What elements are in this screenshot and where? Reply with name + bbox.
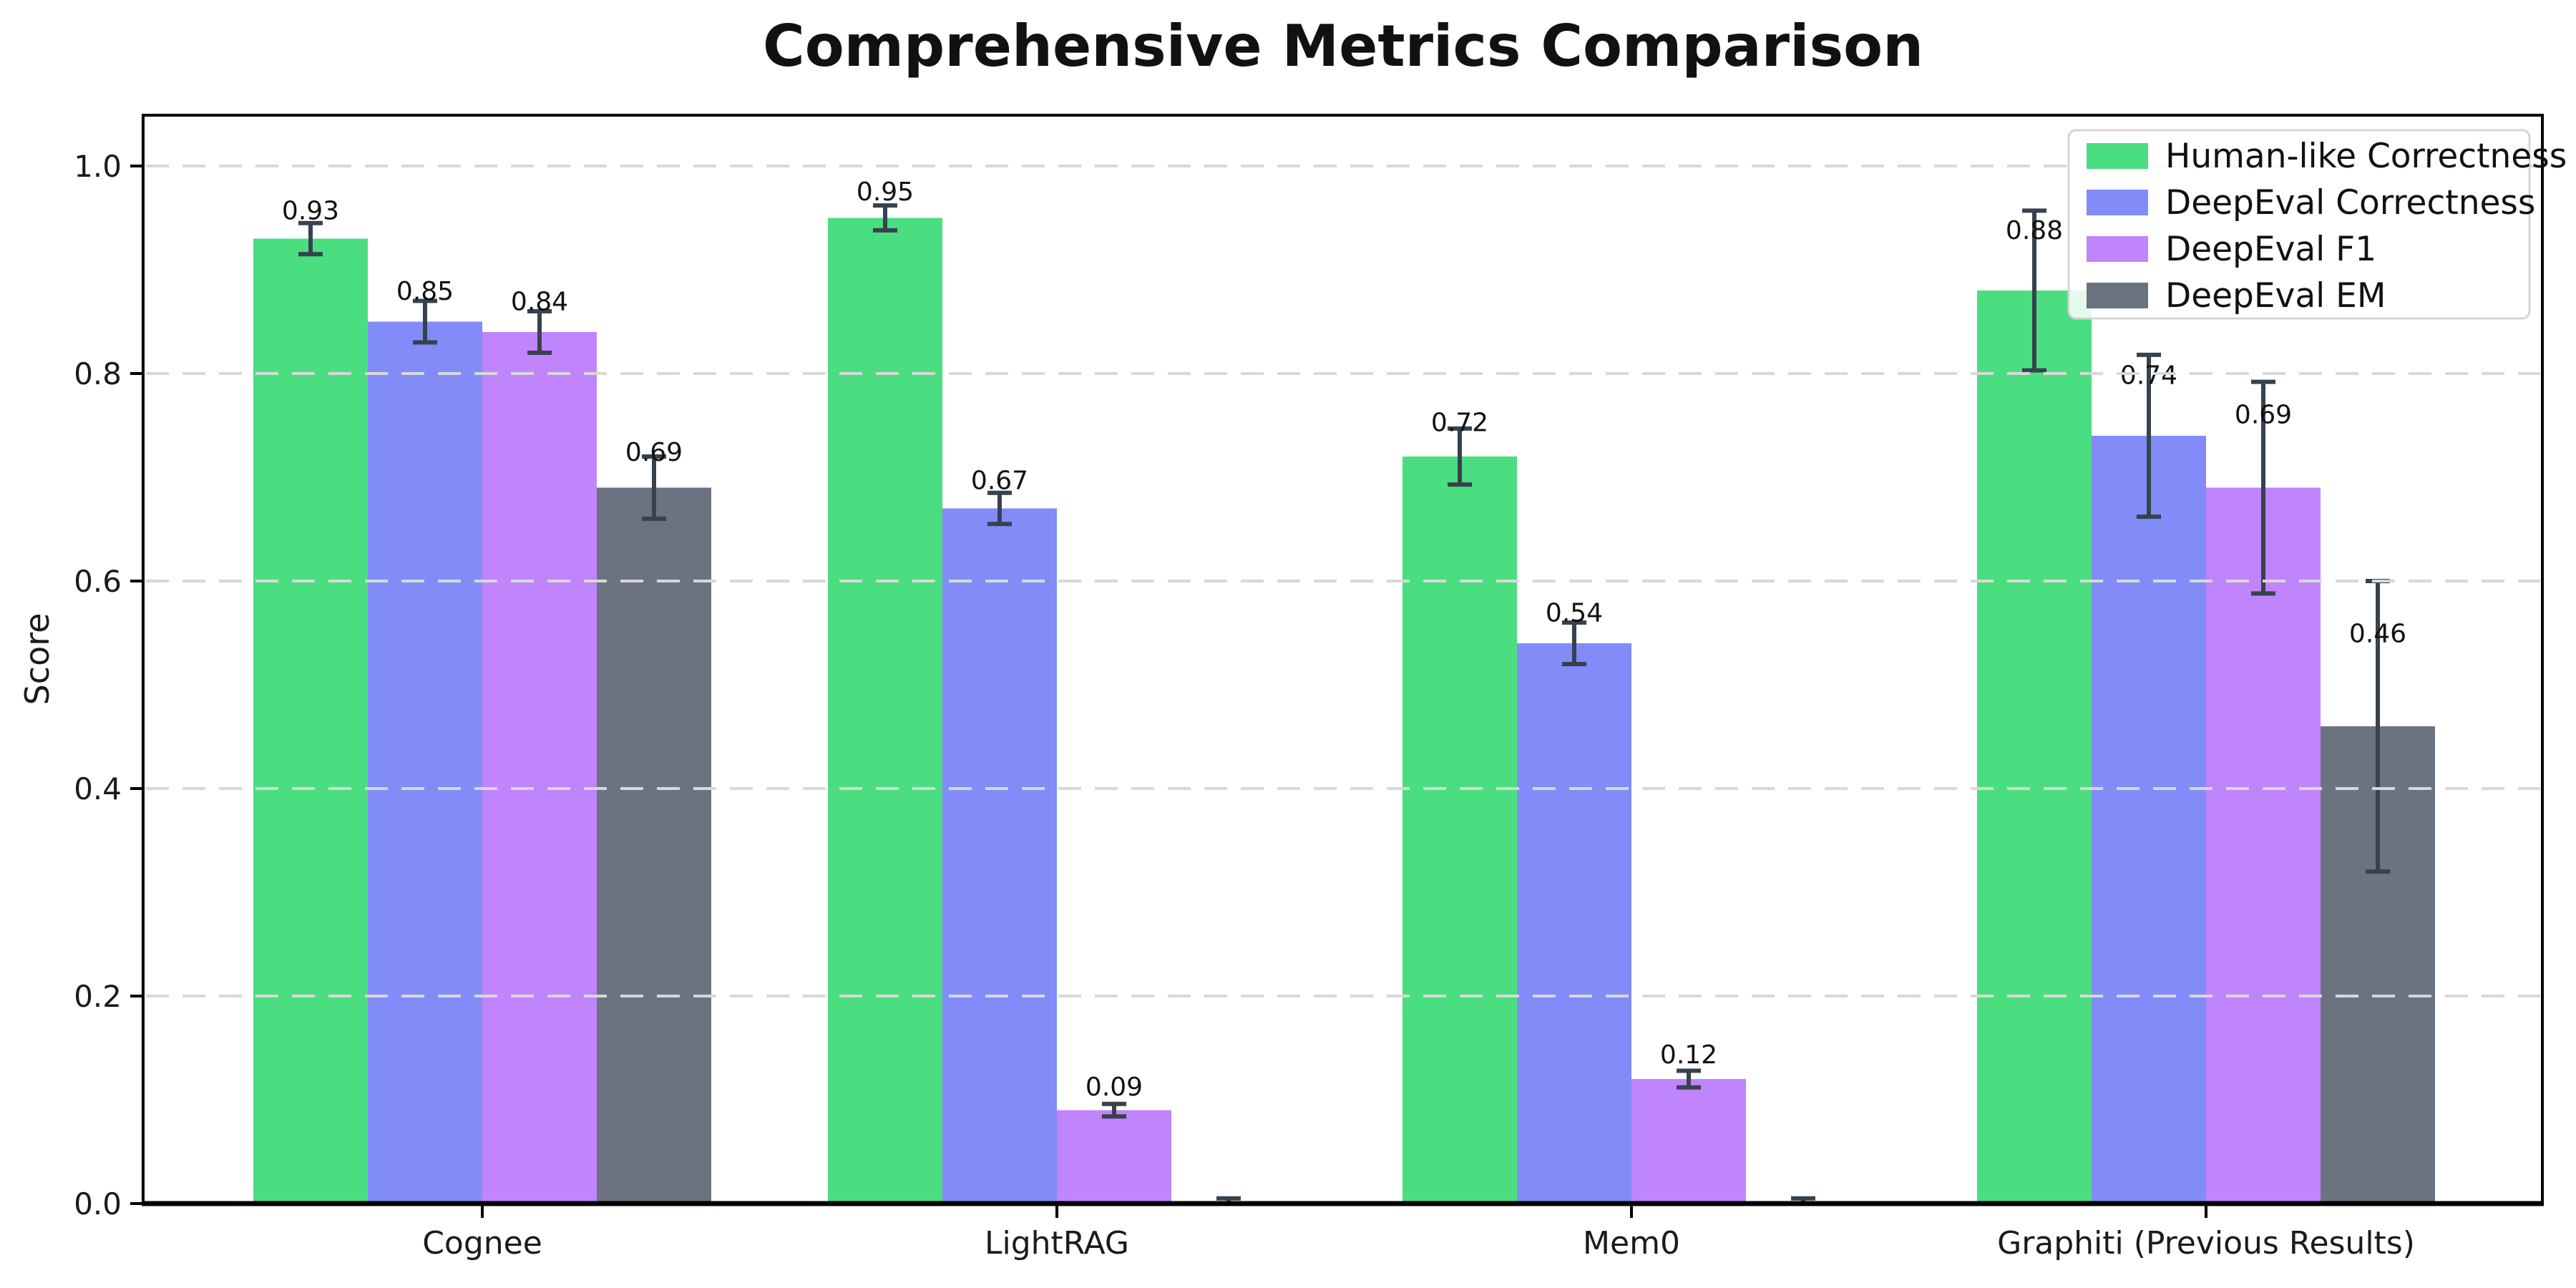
value-label: 0.72 bbox=[1431, 408, 1488, 437]
legend-swatch-4 bbox=[2087, 283, 2148, 308]
bar-mem0-s1 bbox=[1517, 643, 1631, 1204]
y-tick-label: 0.8 bbox=[74, 356, 122, 391]
legend-swatch-3 bbox=[2087, 236, 2148, 262]
bar-lightrag-s0 bbox=[828, 218, 942, 1204]
y-tick-label: 1.0 bbox=[74, 149, 122, 184]
value-label: 0.88 bbox=[2006, 216, 2063, 245]
value-label: 0.12 bbox=[1660, 1040, 1717, 1070]
bar-cognee-s0 bbox=[253, 238, 368, 1204]
bar-cognee-s3 bbox=[597, 487, 711, 1204]
chart-title: Comprehensive Metrics Comparison bbox=[762, 13, 1924, 79]
legend bbox=[2067, 129, 2531, 320]
legend-label-1: Human-like Correctness bbox=[2165, 137, 2567, 176]
bar-cognee-s2 bbox=[482, 332, 597, 1204]
y-tick-label: 0.6 bbox=[74, 564, 122, 599]
x-tick-label-mem0: Mem0 bbox=[1583, 1225, 1680, 1262]
y-tick-label: 0.4 bbox=[74, 771, 122, 806]
value-label: 0.84 bbox=[511, 288, 568, 317]
x-tick-label-graphiti-previous-results-: Graphiti (Previous Results) bbox=[1997, 1225, 2415, 1262]
legend-swatch-1 bbox=[2087, 143, 2148, 169]
legend-label-2: DeepEval Correctness bbox=[2165, 183, 2535, 223]
bar-lightrag-s2 bbox=[1057, 1110, 1171, 1204]
value-label: 0.85 bbox=[396, 277, 454, 306]
y-tick-label: 0.0 bbox=[74, 1186, 122, 1221]
bar-graphiti-previous-results--s2 bbox=[2206, 487, 2321, 1204]
bar-cognee-s1 bbox=[368, 321, 482, 1204]
value-label: 0.74 bbox=[2120, 361, 2177, 390]
y-tick-label: 0.2 bbox=[74, 979, 122, 1014]
value-label: 0.95 bbox=[857, 177, 914, 207]
value-label: 0.69 bbox=[2235, 401, 2292, 430]
value-label: 0.67 bbox=[971, 467, 1028, 496]
legend-label-3: DeepEval F1 bbox=[2165, 230, 2376, 269]
legend-swatch-2 bbox=[2087, 190, 2148, 215]
value-label: 0.54 bbox=[1546, 599, 1603, 628]
x-tick-label-lightrag: LightRAG bbox=[985, 1225, 1129, 1262]
value-label: 0.09 bbox=[1085, 1073, 1143, 1102]
bar-lightrag-s1 bbox=[942, 508, 1057, 1204]
legend-label-4: DeepEval EM bbox=[2165, 276, 2386, 316]
value-label: 0.69 bbox=[625, 438, 683, 467]
value-label: 0.46 bbox=[2349, 620, 2406, 649]
value-label: 0.93 bbox=[282, 197, 339, 226]
bar-graphiti-previous-results--s0 bbox=[1977, 291, 2092, 1204]
bar-mem0-s2 bbox=[1631, 1079, 1746, 1204]
bar-graphiti-previous-results--s1 bbox=[2092, 436, 2206, 1204]
bar-mem0-s0 bbox=[1402, 457, 1517, 1204]
x-tick-label-cognee: Cognee bbox=[422, 1225, 542, 1262]
